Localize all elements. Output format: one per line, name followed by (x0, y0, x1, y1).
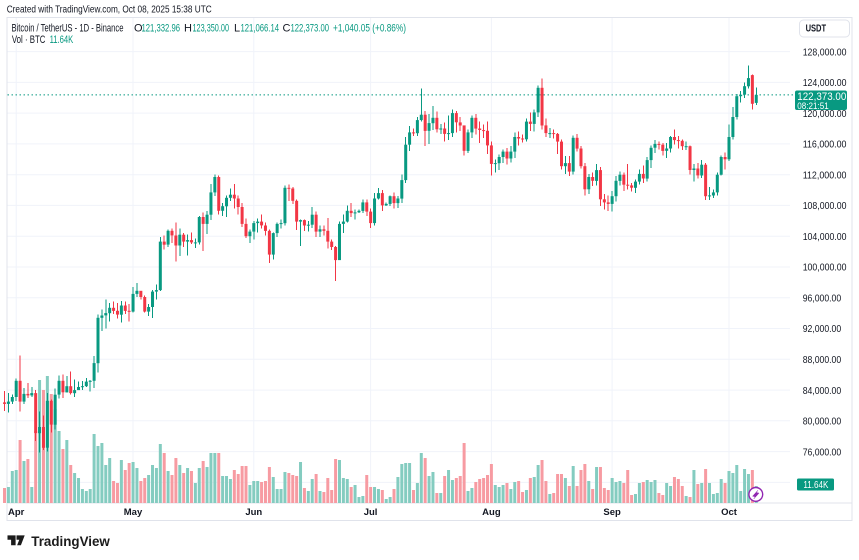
svg-text:88,000.00: 88,000.00 (803, 354, 842, 366)
svg-text:May: May (124, 507, 143, 518)
svg-text:11.64K: 11.64K (803, 480, 828, 491)
svg-text:84,000.00: 84,000.00 (803, 385, 842, 397)
svg-text:Oct: Oct (721, 507, 738, 518)
svg-text:C: C (283, 22, 291, 34)
svg-text:100,000.00: 100,000.00 (803, 262, 847, 274)
svg-text:Bitcoin / TetherUS - 1D - Bina: Bitcoin / TetherUS - 1D - Binance (12, 22, 124, 34)
svg-text:122,373.00: 122,373.00 (797, 91, 846, 103)
svg-text:Sep: Sep (603, 507, 621, 518)
svg-text:104,000.00: 104,000.00 (803, 231, 847, 243)
svg-text:108,000.00: 108,000.00 (803, 200, 847, 212)
svg-text:USDT: USDT (806, 23, 827, 34)
svg-text:116,000.00: 116,000.00 (803, 139, 847, 151)
svg-text:123,350.00: 123,350.00 (193, 22, 230, 34)
svg-text:92,000.00: 92,000.00 (803, 323, 842, 335)
svg-text:128,000.00: 128,000.00 (803, 46, 847, 58)
svg-text:96,000.00: 96,000.00 (803, 293, 842, 305)
svg-text:124,000.00: 124,000.00 (803, 77, 847, 89)
svg-text:121,332.96: 121,332.96 (142, 22, 181, 34)
svg-text:Aug: Aug (482, 507, 501, 518)
svg-text:122,373.00: 122,373.00 (291, 22, 330, 34)
svg-text:121,066.14: 121,066.14 (241, 22, 280, 34)
svg-text:+1,040.05 (+0.86%): +1,040.05 (+0.86%) (333, 22, 406, 34)
svg-text:TradingView: TradingView (31, 533, 110, 549)
svg-text:H: H (184, 22, 192, 34)
svg-text:08:21:51: 08:21:51 (797, 101, 829, 112)
svg-text:Vol · BTC: Vol · BTC (12, 34, 46, 46)
svg-text:80,000.00: 80,000.00 (803, 416, 842, 428)
svg-text:O: O (134, 22, 143, 34)
svg-text:76,000.00: 76,000.00 (803, 446, 842, 458)
svg-text:11.64K: 11.64K (50, 34, 74, 46)
svg-text:Apr: Apr (8, 507, 25, 518)
svg-text:112,000.00: 112,000.00 (803, 169, 847, 181)
svg-text:L: L (234, 22, 240, 34)
svg-text:Jul: Jul (364, 507, 378, 518)
svg-text:120,000.00: 120,000.00 (803, 108, 847, 120)
svg-text:Created with TradingView.com,: Created with TradingView.com, Oct 08, 20… (7, 5, 212, 16)
svg-text:Jun: Jun (245, 507, 262, 518)
